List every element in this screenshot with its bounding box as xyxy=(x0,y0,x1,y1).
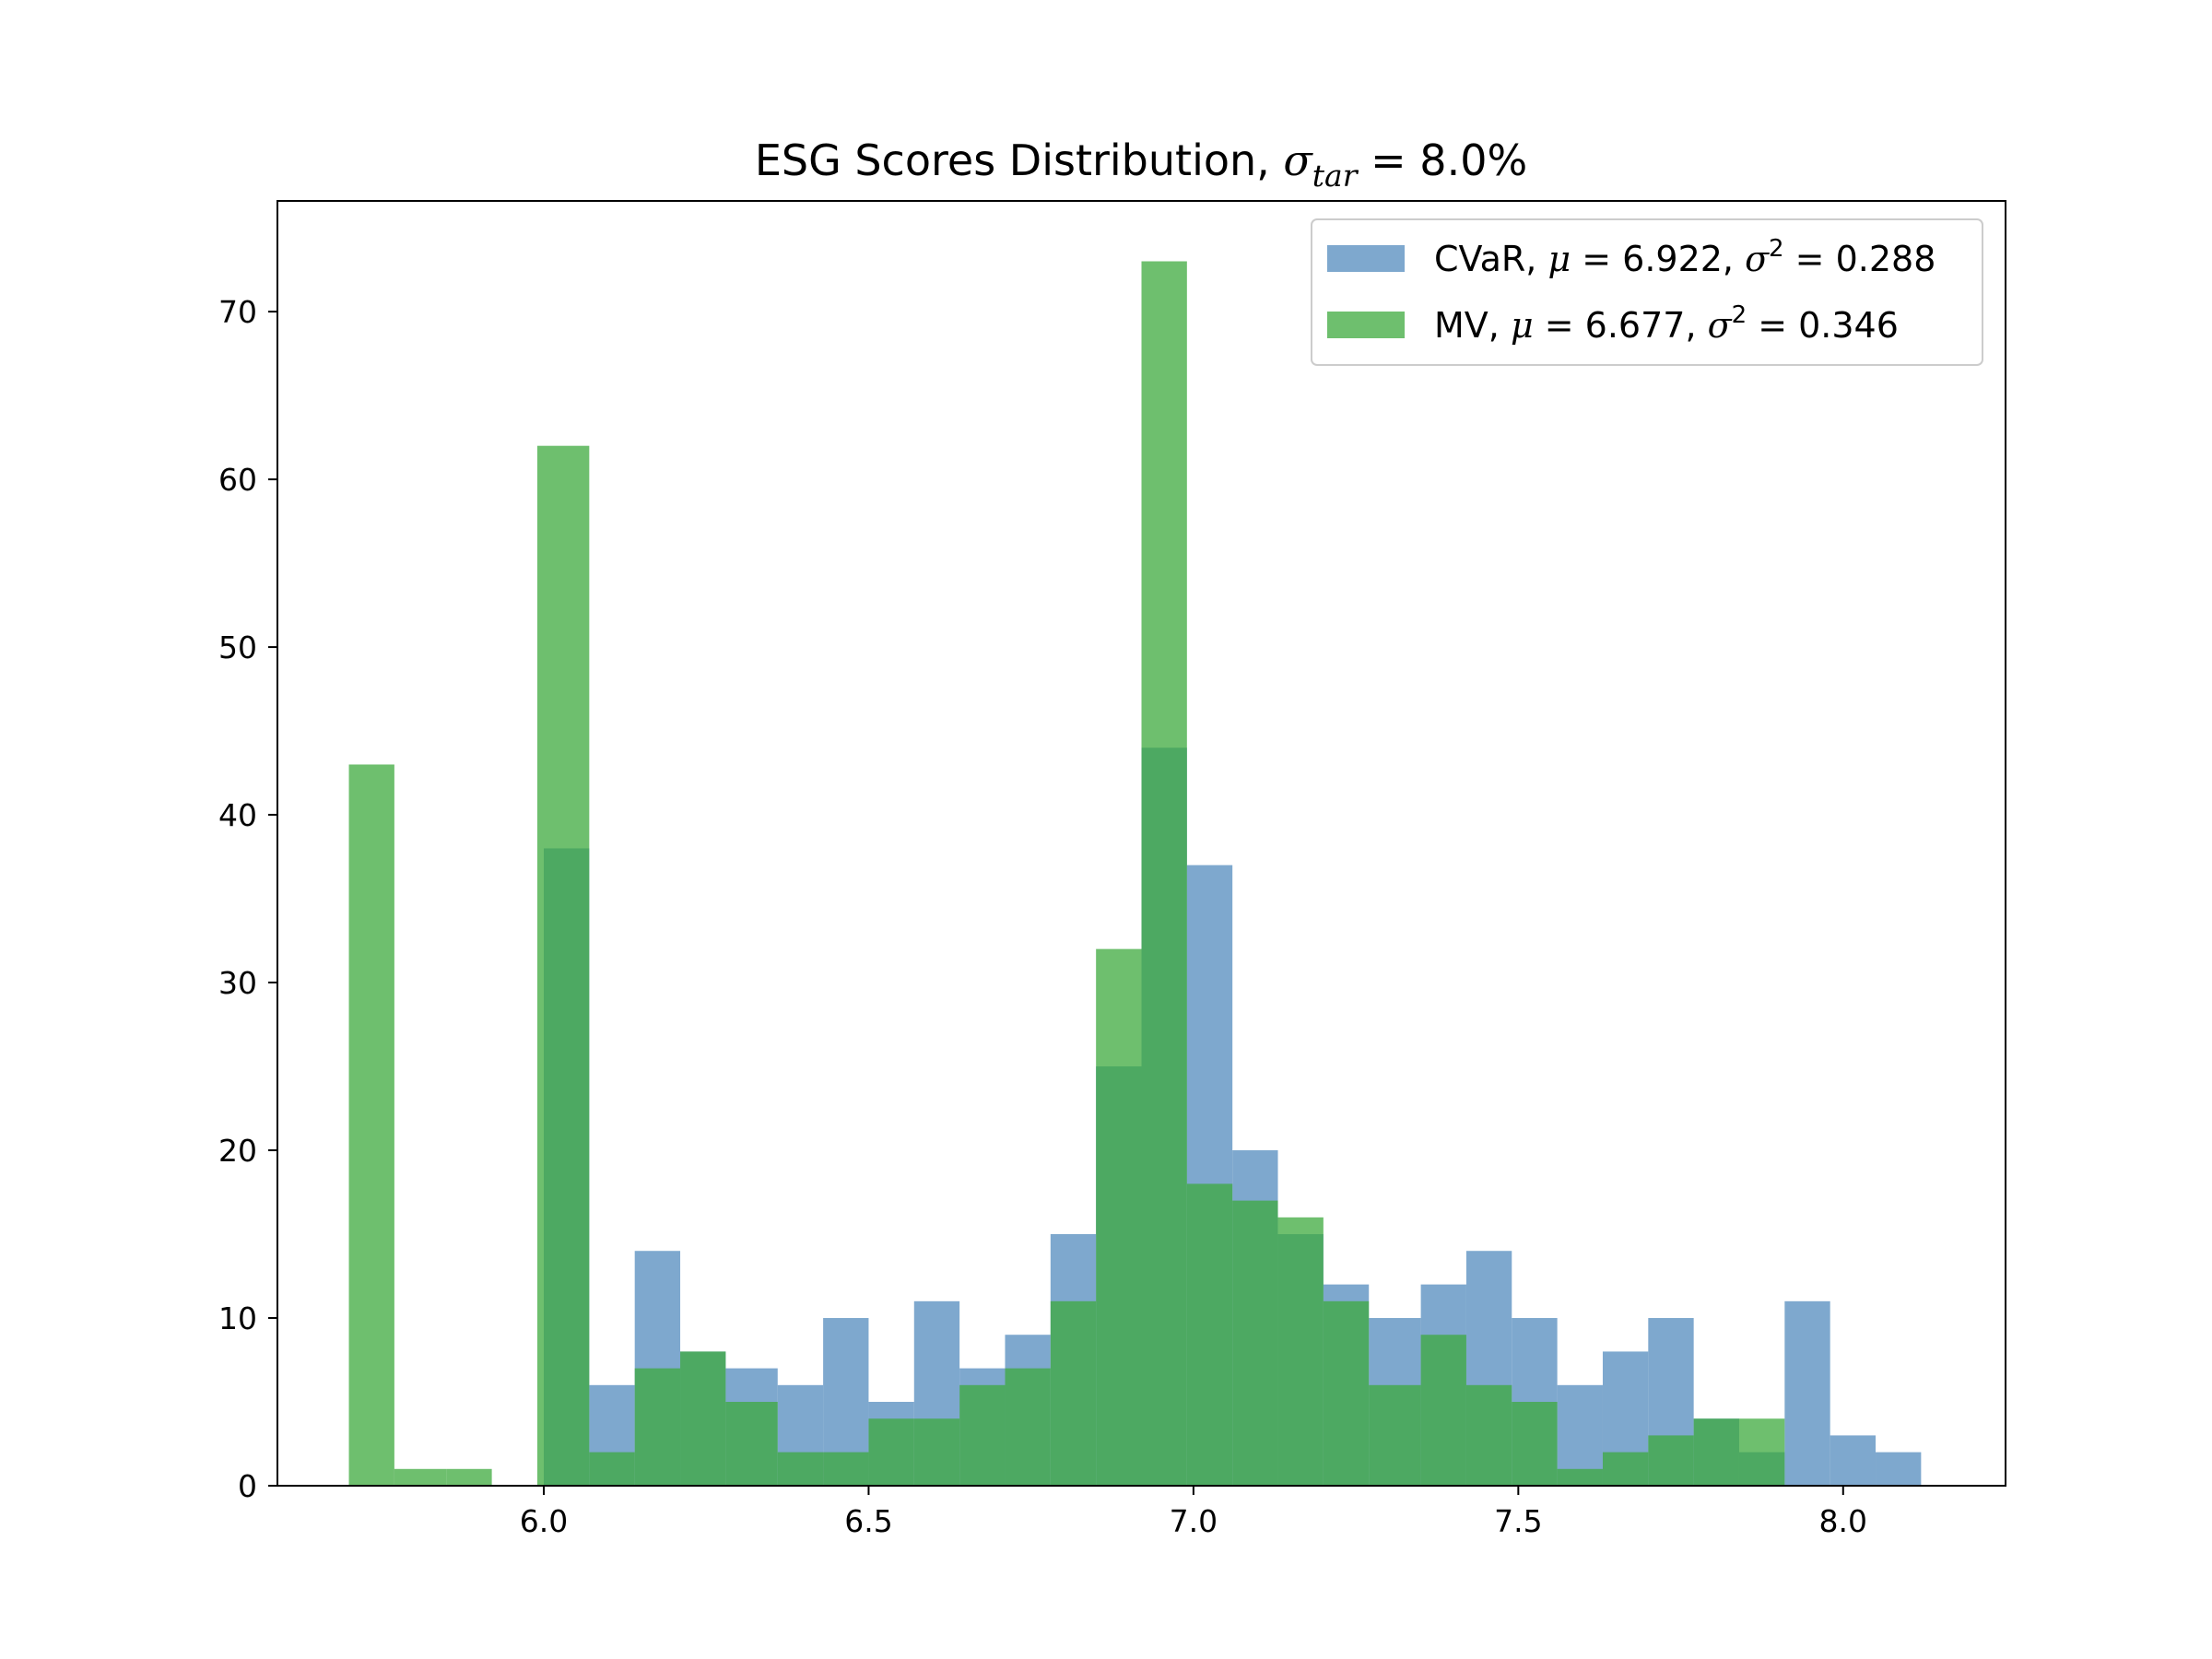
bar-mv-16 xyxy=(1096,948,1142,1486)
bar-mv-5 xyxy=(589,1452,635,1486)
bar-mv-11 xyxy=(868,1418,914,1486)
legend-box xyxy=(1311,218,1983,366)
y-tick-label: 20 xyxy=(218,1133,257,1169)
bar-mv-20 xyxy=(1277,1217,1324,1486)
bar-mv-8 xyxy=(725,1402,778,1486)
bar-mv-2 xyxy=(446,1468,492,1486)
x-tick-label: 7.5 xyxy=(1494,1503,1542,1539)
bar-mv-14 xyxy=(1005,1368,1051,1486)
y-tick-label: 10 xyxy=(218,1300,257,1336)
bar-mv-23 xyxy=(1420,1335,1466,1486)
bar-cvar-28 xyxy=(1830,1435,1877,1486)
bar-mv-25 xyxy=(1512,1402,1558,1486)
bar-mv-18 xyxy=(1186,1183,1233,1486)
bar-mv-6 xyxy=(634,1368,681,1486)
bar-mv-19 xyxy=(1232,1200,1278,1486)
bars-layer xyxy=(348,261,1922,1487)
y-tick-label: 50 xyxy=(218,629,257,665)
legend-label-cvar: CVaR, μ = 6.922, σ2 = 0.288 xyxy=(1434,235,1936,279)
chart-title: ESG Scores Distribution, σtar = 8.0% xyxy=(755,135,1527,194)
bar-mv-22 xyxy=(1369,1384,1421,1486)
bar-mv-26 xyxy=(1557,1468,1603,1486)
bar-mv-7 xyxy=(680,1351,726,1486)
bar-mv-10 xyxy=(823,1452,869,1486)
ticks-layer: 6.0 6.5 7.0 7.5 8.0 0 10 20 30 40 50 60 70 xyxy=(218,294,1867,1539)
bar-cvar-29 xyxy=(1876,1452,1922,1486)
y-tick-label: 70 xyxy=(218,294,257,330)
x-tick-label: 6.5 xyxy=(844,1503,892,1539)
series-mv xyxy=(348,261,1785,1487)
x-tick-label: 8.0 xyxy=(1819,1503,1867,1539)
bar-mv-29 xyxy=(1693,1418,1739,1486)
y-tick-label: 30 xyxy=(218,965,257,1001)
legend-swatch-mv xyxy=(1327,312,1405,338)
bar-mv-24 xyxy=(1465,1384,1512,1486)
legend-label-mv: MV, μ = 6.677, σ2 = 0.346 xyxy=(1434,301,1899,346)
bar-mv-9 xyxy=(777,1452,824,1486)
bar-mv-4 xyxy=(536,445,590,1487)
axes-frame xyxy=(276,200,2006,1487)
bar-mv-30 xyxy=(1739,1418,1785,1486)
bar-mv-13 xyxy=(959,1384,1006,1486)
bar-mv-28 xyxy=(1648,1435,1694,1486)
x-tick-label: 7.0 xyxy=(1170,1503,1218,1539)
bar-mv-0 xyxy=(348,764,394,1486)
bar-mv-12 xyxy=(913,1418,960,1486)
bar-cvar-27 xyxy=(1784,1300,1830,1486)
legend-swatch-cvar xyxy=(1327,245,1405,272)
legend: CVaR, μ = 6.922, σ2 = 0.288 MV, μ = 6.67… xyxy=(1311,218,1983,366)
y-tick-label: 0 xyxy=(238,1468,257,1504)
bar-mv-17 xyxy=(1141,261,1187,1486)
x-tick-label: 6.0 xyxy=(520,1503,568,1539)
bar-mv-27 xyxy=(1602,1452,1649,1486)
bar-mv-1 xyxy=(394,1468,447,1486)
y-tick-label: 40 xyxy=(218,797,257,833)
bar-mv-21 xyxy=(1323,1300,1370,1486)
bar-mv-15 xyxy=(1050,1300,1097,1486)
y-tick-label: 60 xyxy=(218,462,257,498)
